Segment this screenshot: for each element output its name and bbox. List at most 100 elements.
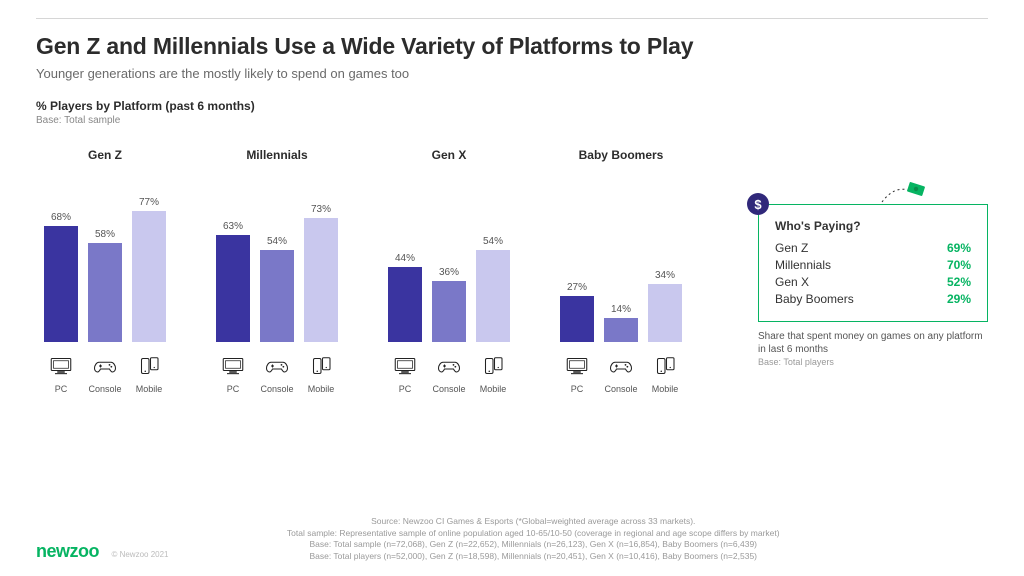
bar-value-label: 34% <box>655 270 675 281</box>
side-panel: $ Who's Paying? Gen Z69%Millennials70%Ge… <box>758 148 988 369</box>
chart-group-title: Gen X <box>432 148 467 162</box>
bar <box>648 284 682 342</box>
platform-label: Mobile <box>480 384 507 394</box>
bar-value-label: 77% <box>139 197 159 208</box>
page-subtitle: Younger generations are the mostly likel… <box>36 66 988 81</box>
brand-logo: newzoo <box>36 541 99 561</box>
paying-row-pct: 52% <box>947 275 971 289</box>
paying-row-label: Gen Z <box>775 241 808 255</box>
chart-group: Gen X 44% 36% 54% PC Console Mobile <box>380 148 518 394</box>
paying-row-pct: 29% <box>947 292 971 306</box>
platform-label: Console <box>88 384 121 394</box>
bar <box>260 250 294 342</box>
bar <box>304 218 338 342</box>
paying-row-pct: 70% <box>947 258 971 272</box>
paying-row-label: Millennials <box>775 258 831 272</box>
paying-caption-base: Base: Total players <box>758 357 834 367</box>
bar-column: 54% <box>260 236 294 342</box>
charts-container: Gen Z68%58%77%PCConsoleMobileMillennials… <box>36 148 690 394</box>
bar-row: 68% 58% 77% <box>36 172 174 342</box>
bar-column: 44% <box>388 253 422 342</box>
chart-group: Gen Z68%58%77%PCConsoleMobile <box>36 148 174 394</box>
bar-value-label: 58% <box>95 229 115 240</box>
top-divider <box>36 18 988 19</box>
platform-label: Console <box>432 384 465 394</box>
console-icon <box>93 356 117 381</box>
paying-row: Gen Z 69% <box>775 241 971 255</box>
bar <box>432 281 466 342</box>
source-text: Source: Newzoo CI Games & Esports (*Glob… <box>169 516 899 562</box>
bar-column: 73% <box>304 204 338 342</box>
page-title: Gen Z and Millennials Use a Wide Variety… <box>36 33 988 60</box>
bar <box>560 296 594 342</box>
platform-label: Mobile <box>652 384 679 394</box>
copyright: © Newzoo 2021 <box>111 550 168 559</box>
bar-column: 27% <box>560 282 594 342</box>
bar-column: 34% <box>648 270 682 342</box>
platform-row: PC Console Mobile <box>216 356 338 394</box>
bar-column: 58% <box>88 229 122 342</box>
platform-row: PC Console Mobile <box>388 356 510 394</box>
platform-row: PC Console Mobile <box>44 356 166 394</box>
paying-title: Who's Paying? <box>775 219 971 233</box>
pc-icon <box>49 356 73 381</box>
pc-icon <box>565 356 589 381</box>
platform-item: Mobile <box>304 356 338 394</box>
mobile-icon <box>137 356 161 381</box>
bar-column: 77% <box>132 197 166 342</box>
bar <box>476 250 510 342</box>
platform-item: Console <box>88 356 122 394</box>
paying-row-pct: 69% <box>947 241 971 255</box>
bar <box>132 211 166 342</box>
bar-value-label: 68% <box>51 212 71 223</box>
platform-item: Mobile <box>476 356 510 394</box>
platform-item: Mobile <box>648 356 682 394</box>
bar-value-label: 27% <box>567 282 587 293</box>
bar <box>216 235 250 342</box>
paying-row-label: Baby Boomers <box>775 292 854 306</box>
logo-block: newzoo © Newzoo 2021 <box>36 541 169 562</box>
platform-item: PC <box>216 356 250 394</box>
platform-item: Mobile <box>132 356 166 394</box>
pc-icon <box>393 356 417 381</box>
body-row: Gen Z 68% 58% 77% PC Console Mobile Millennials… <box>36 148 988 394</box>
platform-item: PC <box>388 356 422 394</box>
console-icon <box>437 356 461 381</box>
mobile-icon <box>481 356 505 381</box>
bar <box>604 318 638 342</box>
dollar-badge-icon: $ <box>747 193 769 215</box>
bar-column: 54% <box>476 236 510 342</box>
paying-row: Baby Boomers 29% <box>775 292 971 306</box>
platform-label: Mobile <box>308 384 335 394</box>
console-icon <box>265 356 289 381</box>
bar-value-label: 54% <box>483 236 503 247</box>
platform-label: PC <box>571 384 584 394</box>
bar-value-label: 63% <box>223 221 243 232</box>
bar-row: 63% 54% 73% <box>208 172 346 342</box>
platform-row: PC Console Mobile <box>560 356 682 394</box>
platform-label: Console <box>604 384 637 394</box>
mobile-icon <box>653 356 677 381</box>
platform-item: Console <box>432 356 466 394</box>
bar-value-label: 36% <box>439 267 459 278</box>
platform-label: PC <box>55 384 68 394</box>
section-title: % Players by Platform (past 6 months) <box>36 99 988 113</box>
bar-column: 36% <box>432 267 466 342</box>
paying-rows: Gen Z 69% Millennials 70% Gen X52% Baby Boome… <box>775 241 971 306</box>
bar-value-label: 54% <box>267 236 287 247</box>
bar <box>88 243 122 342</box>
chart-group: Baby Boomers27%14%34%PCConsoleMobile <box>552 148 690 394</box>
platform-item: PC <box>44 356 78 394</box>
platform-item: Console <box>260 356 294 394</box>
platform-label: Console <box>260 384 293 394</box>
platform-label: Mobile <box>136 384 163 394</box>
paying-caption: Share that spent money on games on any p… <box>758 330 988 369</box>
bar-column: 63% <box>216 221 250 342</box>
bar-column: 14% <box>604 304 638 342</box>
footer: newzoo © Newzoo 2021 Source: Newzoo CI G… <box>36 516 988 562</box>
section-base: Base: Total sample <box>36 115 988 126</box>
bar <box>44 226 78 342</box>
platform-label: PC <box>399 384 412 394</box>
console-icon <box>609 356 633 381</box>
paying-row: Gen X52% <box>775 275 971 289</box>
